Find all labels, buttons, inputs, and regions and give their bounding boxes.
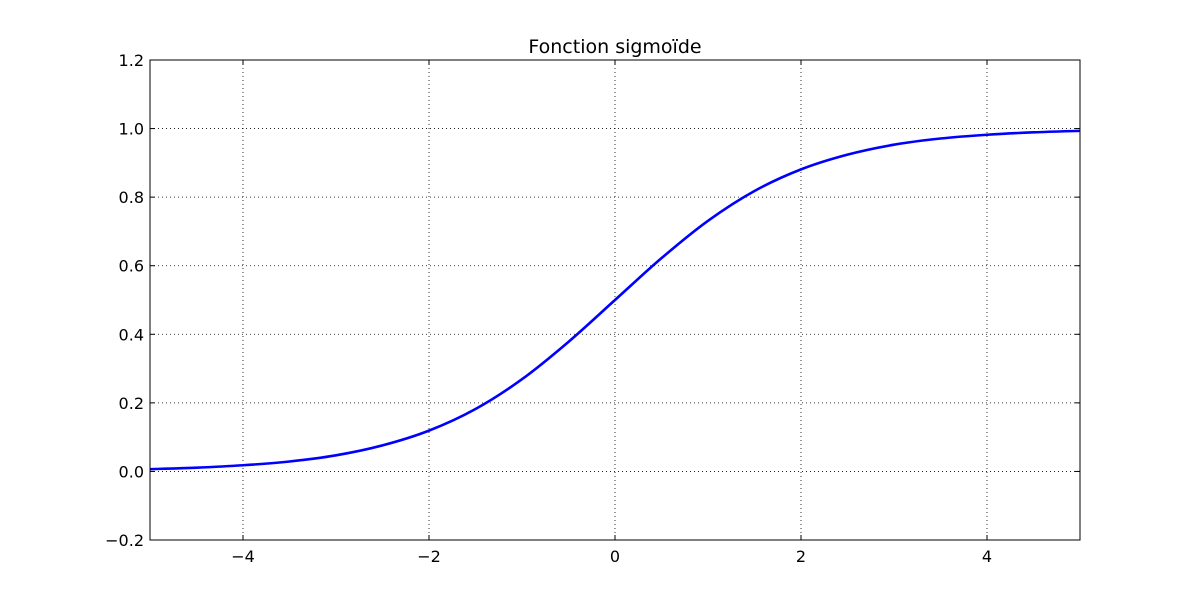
axis-ticks: −4 −2 0 2 4 −0.2 0.0 0.2 0.4 0.6 0.8 1.0 1.2 [105, 51, 1080, 566]
y-tick-label: −0.2 [105, 531, 144, 550]
y-tick-label: 0.8 [119, 188, 144, 207]
grid-lines [150, 60, 1080, 540]
y-tick-label: 0.6 [119, 257, 144, 276]
y-tick-label: 1.0 [119, 120, 144, 139]
y-tick-label: 0.4 [119, 325, 144, 344]
x-tick-label: −4 [231, 547, 255, 566]
x-tick-label: 4 [982, 547, 992, 566]
plot-area [149, 129, 1081, 471]
x-tick-label: 2 [796, 547, 806, 566]
chart-title: Fonction sigmoïde [528, 36, 701, 58]
y-tick-label: 1.2 [119, 51, 144, 70]
x-tick-label: 0 [610, 547, 620, 566]
y-tick-label: 0.0 [119, 462, 144, 481]
x-tick-label: −2 [417, 547, 441, 566]
series-line-0 [149, 129, 1081, 471]
y-tick-label: 0.2 [119, 394, 144, 413]
